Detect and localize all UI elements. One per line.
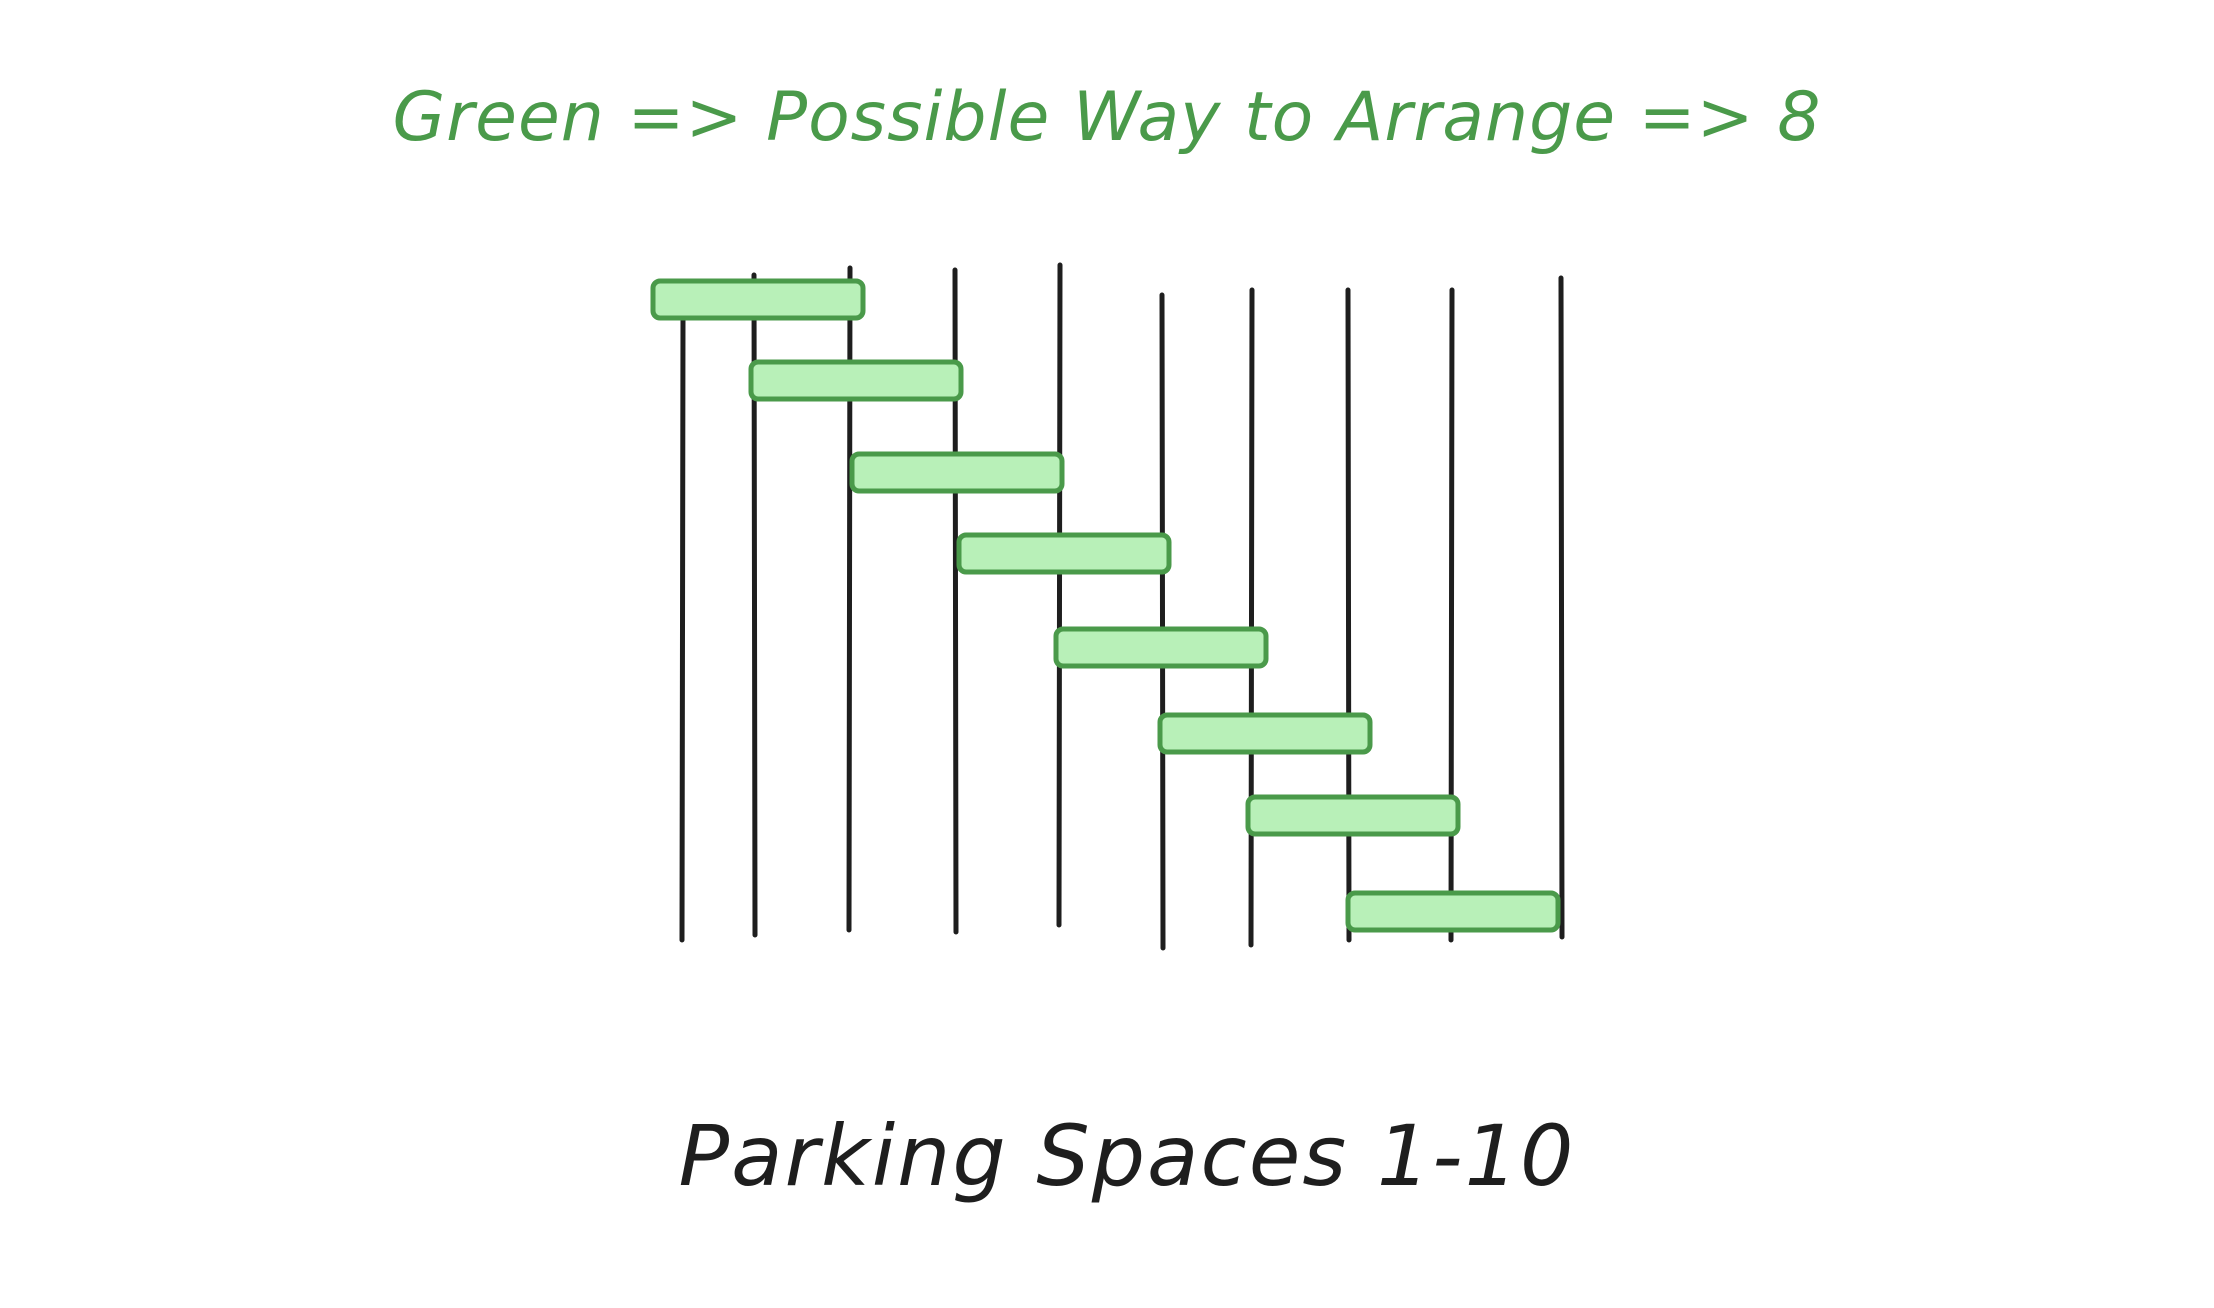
diagram-title: Green => Possible Way to Arrange => 8 (392, 78, 1821, 157)
car-arrangement-7 (1245, 794, 1461, 837)
car-arrangement-3 (849, 451, 1065, 494)
car-arrangement-4 (956, 532, 1172, 575)
car-arrangement-2 (748, 359, 964, 402)
car-arrangement-5 (1053, 626, 1269, 669)
space-divider-8 (1345, 287, 1352, 943)
space-divider-5 (1056, 262, 1063, 928)
car-arrangement-1 (650, 278, 866, 321)
car-arrangements (650, 278, 1561, 933)
space-divider-9 (1448, 287, 1455, 943)
space-divider-1 (679, 312, 686, 943)
car-arrangement-8 (1345, 890, 1561, 933)
diagram-caption: Parking Spaces 1-10 (679, 1107, 1576, 1205)
space-divider-6 (1159, 292, 1166, 951)
car-arrangement-6 (1157, 712, 1373, 755)
space-divider-7 (1248, 287, 1255, 948)
space-divider-10 (1558, 275, 1565, 940)
